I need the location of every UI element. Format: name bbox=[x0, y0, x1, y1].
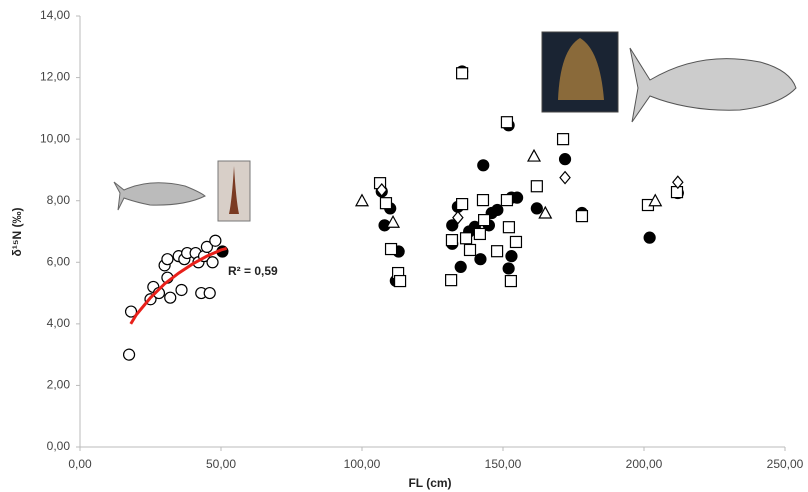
point bbox=[531, 181, 542, 192]
point bbox=[560, 154, 571, 165]
x-axis-label: FL (cm) bbox=[408, 476, 451, 490]
y-tick-label: 14,00 bbox=[40, 8, 70, 22]
y-tick-label: 0,00 bbox=[47, 439, 71, 453]
point bbox=[457, 199, 468, 210]
chart: FL (cm) δ¹⁵N (‰) R² = 0,59 0,00 2,00 4,00 6… bbox=[0, 0, 808, 492]
point bbox=[380, 198, 391, 209]
point bbox=[474, 228, 485, 239]
point bbox=[395, 276, 406, 287]
point bbox=[503, 222, 514, 233]
point bbox=[210, 235, 221, 246]
point bbox=[446, 275, 457, 286]
point bbox=[501, 195, 512, 206]
point bbox=[558, 134, 569, 145]
point bbox=[446, 235, 457, 246]
point bbox=[505, 276, 516, 287]
point bbox=[461, 233, 472, 244]
point bbox=[531, 203, 542, 214]
point bbox=[475, 254, 486, 265]
point bbox=[165, 292, 176, 303]
y-axis-label: δ¹⁵N (‰) bbox=[10, 208, 24, 257]
point bbox=[465, 244, 476, 255]
point bbox=[457, 68, 468, 79]
large-tuna-illustration bbox=[630, 48, 796, 122]
point bbox=[503, 263, 514, 274]
point bbox=[207, 257, 218, 268]
point bbox=[671, 187, 682, 198]
point bbox=[560, 172, 570, 184]
y-tick-label: 12,00 bbox=[40, 70, 70, 84]
point bbox=[477, 195, 488, 206]
y-tick-label: 2,00 bbox=[47, 378, 71, 392]
point bbox=[492, 246, 503, 257]
point bbox=[576, 211, 587, 222]
y-tick-label: 6,00 bbox=[47, 254, 71, 268]
point bbox=[528, 150, 540, 161]
y-tick-label: 8,00 bbox=[47, 193, 71, 207]
point bbox=[644, 232, 655, 243]
annotation: R² = 0,59 bbox=[228, 264, 278, 278]
point bbox=[506, 251, 517, 262]
x-tick-label: 50,00 bbox=[206, 457, 236, 471]
point bbox=[478, 160, 489, 171]
point bbox=[510, 236, 521, 247]
point bbox=[501, 117, 512, 128]
point bbox=[479, 215, 490, 226]
point bbox=[386, 244, 397, 255]
x-tick-label: 100,00 bbox=[344, 457, 381, 471]
small-tuna-illustration bbox=[114, 182, 205, 210]
x-tick-label: 200,00 bbox=[626, 457, 663, 471]
y-tick-label: 4,00 bbox=[47, 316, 71, 330]
x-tick-label: 0,00 bbox=[68, 457, 92, 471]
y-tick-label: 10,00 bbox=[40, 131, 70, 145]
x-tick-label: 250,00 bbox=[767, 457, 804, 471]
point bbox=[124, 349, 135, 360]
point bbox=[162, 254, 173, 265]
point bbox=[176, 284, 187, 295]
point bbox=[356, 195, 368, 206]
x-tick-label: 150,00 bbox=[485, 457, 522, 471]
point bbox=[455, 261, 466, 272]
point bbox=[204, 288, 215, 299]
